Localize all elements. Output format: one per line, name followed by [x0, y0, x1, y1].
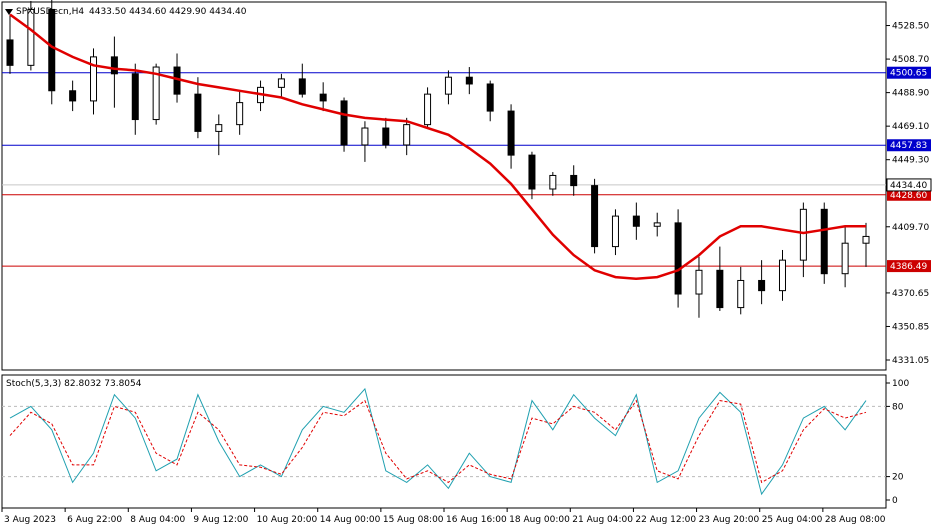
candle-body[interactable] — [403, 124, 411, 146]
price-tick-label: 4350.85 — [892, 322, 929, 332]
time-tick-label: 21 Aug 04:00 — [572, 515, 633, 525]
stoch-panel-frame — [1, 374, 887, 509]
candle-body[interactable] — [632, 215, 640, 227]
level-label-box — [887, 188, 931, 201]
candle-body[interactable] — [110, 56, 118, 75]
candle-body[interactable] — [841, 242, 849, 275]
chart-header: SPXUSDecn,H4 4433.50 4434.60 4429.90 4434… — [5, 7, 247, 17]
level-label-box — [887, 66, 931, 79]
current-price-label: 4434.40 — [890, 181, 927, 191]
candle-body[interactable] — [799, 208, 807, 261]
candle-body[interactable] — [424, 93, 432, 126]
candle-body[interactable] — [695, 269, 703, 295]
time-tick-label: 15 Aug 08:00 — [383, 515, 444, 525]
time-tick-label: 23 Aug 20:00 — [699, 515, 760, 525]
time-tick-label: 10 Aug 20:00 — [257, 515, 318, 525]
candle-body[interactable] — [716, 269, 724, 309]
price-tick-label: 4331.05 — [892, 356, 929, 366]
candle-body[interactable] — [862, 235, 870, 244]
candle-body[interactable] — [528, 154, 536, 190]
main-panel-frame — [1, 1, 887, 371]
time-tick-label: 14 Aug 00:00 — [320, 515, 381, 525]
time-tick-label: 8 Aug 04:00 — [130, 515, 185, 525]
symbol-label: SPXUSDecn,H4 — [16, 7, 84, 17]
candle-body[interactable] — [194, 93, 202, 132]
candle-body[interactable] — [570, 174, 578, 187]
candle-body[interactable] — [611, 215, 619, 248]
time-tick-label: 22 Aug 12:00 — [635, 515, 696, 525]
time-tick-label: 28 Aug 08:00 — [825, 515, 886, 525]
candle-body[interactable] — [444, 76, 452, 95]
candle-body[interactable] — [90, 56, 98, 102]
stoch-tick-label: 0 — [892, 496, 898, 506]
stoch-tick-label: 80 — [892, 402, 904, 412]
stoch-signal-line — [9, 399, 867, 484]
price-tick-label: 4508.70 — [892, 55, 929, 65]
level-label: 4457.83 — [890, 141, 927, 151]
candle-body[interactable] — [820, 208, 828, 275]
ohlc-label: 4433.50 4434.60 4429.90 4434.40 — [89, 7, 247, 17]
candle-body[interactable] — [131, 73, 139, 121]
level-label: 4386.49 — [890, 262, 927, 272]
time-tick-label: 3 Aug 2023 — [4, 515, 56, 525]
candle-body[interactable] — [591, 185, 599, 248]
time-tick-label: 18 Aug 00:00 — [509, 515, 570, 525]
candle-body[interactable] — [236, 102, 244, 126]
price-tick-label: 4370.65 — [892, 289, 929, 299]
level-label: 4428.60 — [890, 191, 927, 201]
candle-body[interactable] — [152, 66, 160, 121]
candle-body[interactable] — [549, 174, 557, 190]
candle-body[interactable] — [340, 100, 348, 146]
candle-body[interactable] — [674, 222, 682, 295]
stoch-tick-label: 100 — [892, 379, 909, 389]
time-tick-label: 16 Aug 16:00 — [446, 515, 507, 525]
level-label: 4500.65 — [890, 69, 927, 79]
triangle-down-icon[interactable] — [5, 9, 13, 15]
candle-body[interactable] — [758, 279, 766, 292]
candle-body[interactable] — [507, 110, 515, 156]
candle-body[interactable] — [298, 78, 306, 95]
moving-average-line — [9, 13, 866, 281]
time-tick-label: 25 Aug 04:00 — [762, 515, 823, 525]
candle-body[interactable] — [486, 83, 494, 112]
level-label-box — [887, 260, 931, 273]
candle-body[interactable] — [361, 127, 369, 146]
level-label-box — [887, 139, 931, 152]
candle-body[interactable] — [737, 279, 745, 309]
price-tick-label: 4488.90 — [892, 89, 929, 99]
stoch-label: Stoch(5,3,3) 82.8032 73.8054 — [6, 379, 142, 389]
candle-body[interactable] — [215, 124, 223, 132]
candle-body[interactable] — [48, 8, 56, 92]
price-tick-label: 4409.70 — [892, 223, 929, 233]
candle-body[interactable] — [653, 222, 661, 227]
candle-body[interactable] — [778, 259, 786, 292]
candle-body[interactable] — [277, 78, 285, 88]
stoch-tick-label: 20 — [892, 473, 904, 483]
candle-body[interactable] — [69, 90, 77, 102]
candle-body[interactable] — [465, 76, 473, 85]
price-tick-label: 4469.10 — [892, 122, 929, 132]
time-tick-label: 9 Aug 12:00 — [193, 515, 248, 525]
time-tick-label: 6 Aug 22:00 — [67, 515, 122, 525]
candle-body[interactable] — [382, 127, 390, 146]
stoch-main-line — [9, 387, 867, 496]
candle-body[interactable] — [27, 8, 35, 66]
price-tick-label: 4528.50 — [892, 22, 929, 32]
candle-body[interactable] — [6, 39, 14, 66]
price-tick-label: 4449.30 — [892, 156, 929, 166]
current-price-box — [886, 178, 932, 192]
candle-body[interactable] — [319, 93, 327, 102]
